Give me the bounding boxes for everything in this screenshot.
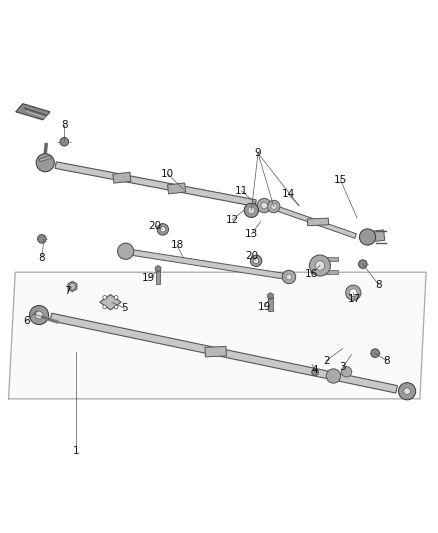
Text: 18: 18 [170, 240, 184, 250]
Circle shape [160, 227, 166, 232]
Text: 3: 3 [339, 362, 346, 373]
Circle shape [350, 289, 357, 296]
Circle shape [60, 138, 69, 146]
Circle shape [251, 255, 262, 266]
Polygon shape [155, 265, 161, 272]
Circle shape [312, 369, 318, 376]
Circle shape [244, 203, 258, 217]
Polygon shape [168, 183, 186, 194]
Circle shape [326, 369, 341, 383]
Polygon shape [325, 257, 338, 261]
Circle shape [103, 295, 106, 300]
Circle shape [404, 388, 410, 394]
Polygon shape [9, 272, 426, 399]
Circle shape [283, 270, 296, 284]
Circle shape [261, 202, 268, 209]
Circle shape [341, 367, 352, 377]
Text: 2: 2 [323, 356, 329, 366]
Circle shape [29, 305, 49, 325]
Text: 12: 12 [226, 215, 239, 225]
Circle shape [103, 305, 106, 309]
Text: 13: 13 [245, 229, 258, 239]
Circle shape [70, 284, 75, 289]
Circle shape [248, 207, 255, 214]
Circle shape [268, 200, 280, 213]
Circle shape [35, 311, 43, 319]
Circle shape [371, 349, 379, 358]
Polygon shape [130, 249, 283, 279]
Polygon shape [307, 218, 328, 225]
Polygon shape [100, 295, 121, 310]
Polygon shape [205, 346, 226, 357]
Polygon shape [16, 104, 50, 120]
Circle shape [157, 224, 169, 235]
Text: 15: 15 [334, 175, 347, 185]
Polygon shape [55, 162, 256, 206]
Text: 8: 8 [39, 253, 45, 263]
Circle shape [257, 198, 272, 213]
Text: 7: 7 [64, 286, 71, 296]
Text: 8: 8 [375, 280, 382, 289]
Text: 17: 17 [348, 294, 361, 304]
Text: 10: 10 [161, 168, 174, 179]
Circle shape [310, 255, 330, 276]
Polygon shape [366, 230, 385, 242]
Polygon shape [325, 270, 338, 274]
Text: 20: 20 [245, 251, 258, 261]
Text: 14: 14 [281, 189, 295, 199]
Text: 5: 5 [121, 303, 128, 313]
Text: 16: 16 [305, 269, 318, 279]
Text: 19: 19 [142, 273, 155, 284]
Polygon shape [50, 313, 397, 393]
Polygon shape [113, 172, 131, 183]
Text: 11: 11 [235, 186, 248, 196]
Circle shape [360, 229, 376, 245]
Text: 9: 9 [255, 148, 261, 158]
Text: 1: 1 [73, 446, 79, 456]
Circle shape [315, 261, 325, 270]
Text: 4: 4 [312, 365, 318, 375]
Polygon shape [268, 293, 273, 300]
Circle shape [271, 204, 277, 209]
Polygon shape [156, 270, 160, 284]
Polygon shape [271, 204, 357, 238]
Text: 19: 19 [258, 302, 271, 312]
Circle shape [117, 243, 134, 260]
Circle shape [38, 235, 46, 243]
Circle shape [36, 154, 54, 172]
Text: 8: 8 [61, 119, 67, 130]
Circle shape [358, 260, 367, 269]
Circle shape [346, 285, 361, 300]
Circle shape [114, 305, 118, 309]
Polygon shape [268, 297, 272, 311]
Circle shape [254, 258, 259, 263]
Circle shape [114, 295, 118, 300]
Text: 8: 8 [383, 356, 390, 366]
Polygon shape [39, 156, 51, 161]
Text: 6: 6 [23, 316, 29, 326]
Text: 20: 20 [148, 221, 161, 231]
Circle shape [286, 274, 292, 280]
Polygon shape [68, 281, 77, 292]
Circle shape [399, 383, 416, 400]
